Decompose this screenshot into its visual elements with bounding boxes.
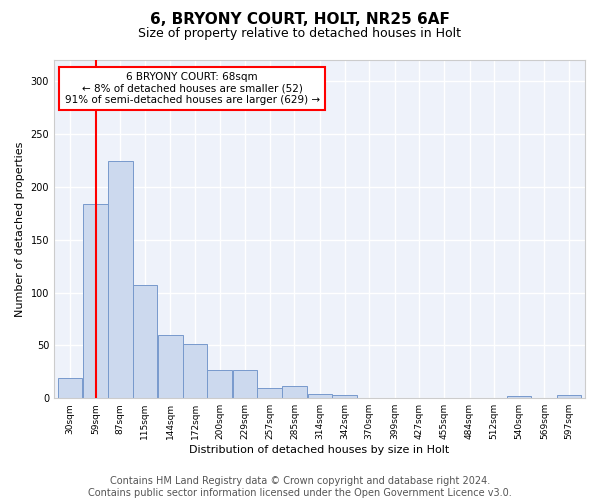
- Y-axis label: Number of detached properties: Number of detached properties: [15, 142, 25, 317]
- Text: Contains HM Land Registry data © Crown copyright and database right 2024.
Contai: Contains HM Land Registry data © Crown c…: [88, 476, 512, 498]
- Bar: [257, 388, 282, 398]
- Text: 6, BRYONY COURT, HOLT, NR25 6AF: 6, BRYONY COURT, HOLT, NR25 6AF: [150, 12, 450, 28]
- Text: Size of property relative to detached houses in Holt: Size of property relative to detached ho…: [139, 28, 461, 40]
- Bar: [208, 370, 232, 398]
- Bar: [557, 395, 581, 398]
- Bar: [108, 162, 133, 398]
- Bar: [158, 335, 182, 398]
- Bar: [332, 395, 357, 398]
- X-axis label: Distribution of detached houses by size in Holt: Distribution of detached houses by size …: [190, 445, 449, 455]
- Bar: [83, 204, 108, 398]
- Bar: [133, 285, 157, 398]
- Text: 6 BRYONY COURT: 68sqm
← 8% of detached houses are smaller (52)
91% of semi-detac: 6 BRYONY COURT: 68sqm ← 8% of detached h…: [65, 72, 320, 105]
- Bar: [506, 396, 531, 398]
- Bar: [233, 370, 257, 398]
- Bar: [308, 394, 332, 398]
- Bar: [58, 378, 82, 398]
- Bar: [282, 386, 307, 398]
- Bar: [182, 344, 208, 398]
